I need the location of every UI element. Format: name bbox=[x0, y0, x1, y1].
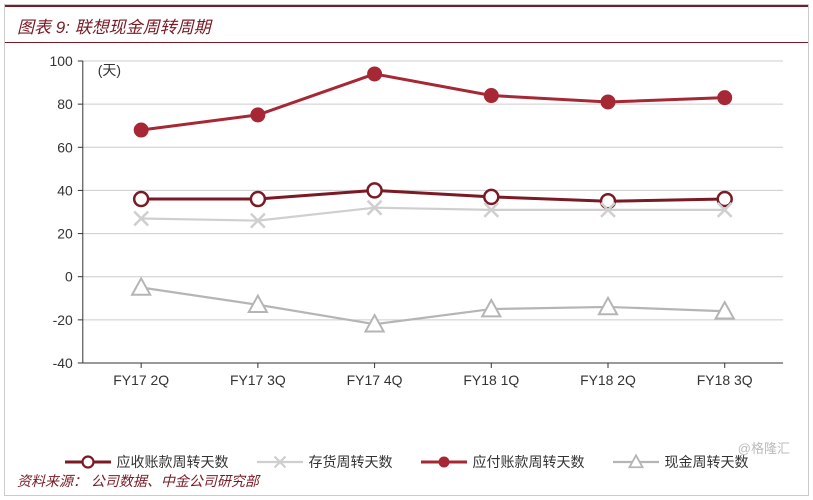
chart-title: 图表 9: 联想现金周转周期 bbox=[17, 18, 211, 37]
source-text: 公司数据、中金公司研究部 bbox=[91, 473, 259, 489]
y-tick-label: -20 bbox=[53, 312, 73, 328]
chart-title-bar: 图表 9: 联想现金周转周期 bbox=[5, 5, 808, 43]
y-axis-unit: (天) bbox=[98, 62, 121, 78]
series-line-ar_days bbox=[141, 190, 725, 201]
marker-hollow-circle-icon bbox=[368, 183, 382, 197]
marker-solid-circle-icon bbox=[368, 67, 382, 81]
legend-swatch-icon bbox=[257, 453, 303, 471]
x-tick-label: FY18 3Q bbox=[697, 372, 753, 388]
marker-solid-circle-icon bbox=[601, 95, 615, 109]
x-tick-label: FY17 4Q bbox=[347, 372, 403, 388]
y-tick-label: 80 bbox=[57, 96, 73, 112]
chart-area: -40 -20 0 20 40 60 80 100 (天) FY17 2Q FY17 3Q FY17 … bbox=[5, 43, 808, 447]
series-line-ap_days bbox=[141, 74, 725, 130]
x-tick-label: FY17 2Q bbox=[113, 372, 169, 388]
legend-item-ap_days: 应付账款周转天数 bbox=[421, 452, 585, 472]
marker-solid-circle-icon bbox=[251, 108, 265, 122]
legend-label: 应收账款周转天数 bbox=[117, 452, 229, 472]
marker-hollow-circle-icon bbox=[484, 190, 498, 204]
x-tick-label: FY17 3Q bbox=[230, 372, 286, 388]
legend-swatch-icon bbox=[421, 453, 467, 471]
legend-item-inv_days: 存货周转天数 bbox=[257, 452, 393, 472]
y-tick-label: 0 bbox=[65, 269, 73, 285]
source-footer: 资料来源： 公司数据、中金公司研究部 bbox=[17, 471, 259, 491]
y-tick-label: 60 bbox=[57, 139, 73, 155]
x-tick-label: FY18 1Q bbox=[463, 372, 519, 388]
legend-swatch-icon bbox=[65, 453, 111, 471]
series-line-ccc_days bbox=[141, 288, 725, 325]
y-tick-label: 40 bbox=[57, 182, 73, 198]
y-tick-label: -40 bbox=[53, 355, 73, 371]
marker-hollow-circle-icon bbox=[251, 192, 265, 206]
y-tick-label: 100 bbox=[50, 53, 74, 69]
x-tick-label: FY18 2Q bbox=[580, 372, 636, 388]
legend-label: 存货周转天数 bbox=[309, 452, 393, 472]
line-chart: -40 -20 0 20 40 60 80 100 (天) FY17 2Q FY17 3Q FY17 … bbox=[5, 43, 808, 447]
chart-frame: 图表 9: 联想现金周转周期 -40 -20 0 20 40 60 80 100 (天) FY17… bbox=[4, 4, 809, 496]
marker-solid-circle-icon bbox=[134, 123, 148, 137]
legend-label: 应付账款周转天数 bbox=[473, 452, 585, 472]
legend-label: 现金周转天数 bbox=[665, 452, 749, 472]
watermark: @格隆汇 bbox=[738, 438, 790, 457]
legend-item-ar_days: 应收账款周转天数 bbox=[65, 452, 229, 472]
marker-hollow-triangle-icon bbox=[132, 278, 150, 294]
marker-hollow-circle-icon bbox=[134, 192, 148, 206]
legend-item-ccc_days: 现金周转天数 bbox=[613, 452, 749, 472]
marker-solid-circle-icon bbox=[484, 89, 498, 103]
series-line-inv_days bbox=[141, 208, 725, 221]
legend-swatch-icon bbox=[613, 453, 659, 471]
source-prefix: 资料来源： bbox=[17, 473, 87, 489]
y-tick-label: 20 bbox=[57, 226, 73, 242]
marker-solid-circle-icon bbox=[718, 91, 732, 105]
